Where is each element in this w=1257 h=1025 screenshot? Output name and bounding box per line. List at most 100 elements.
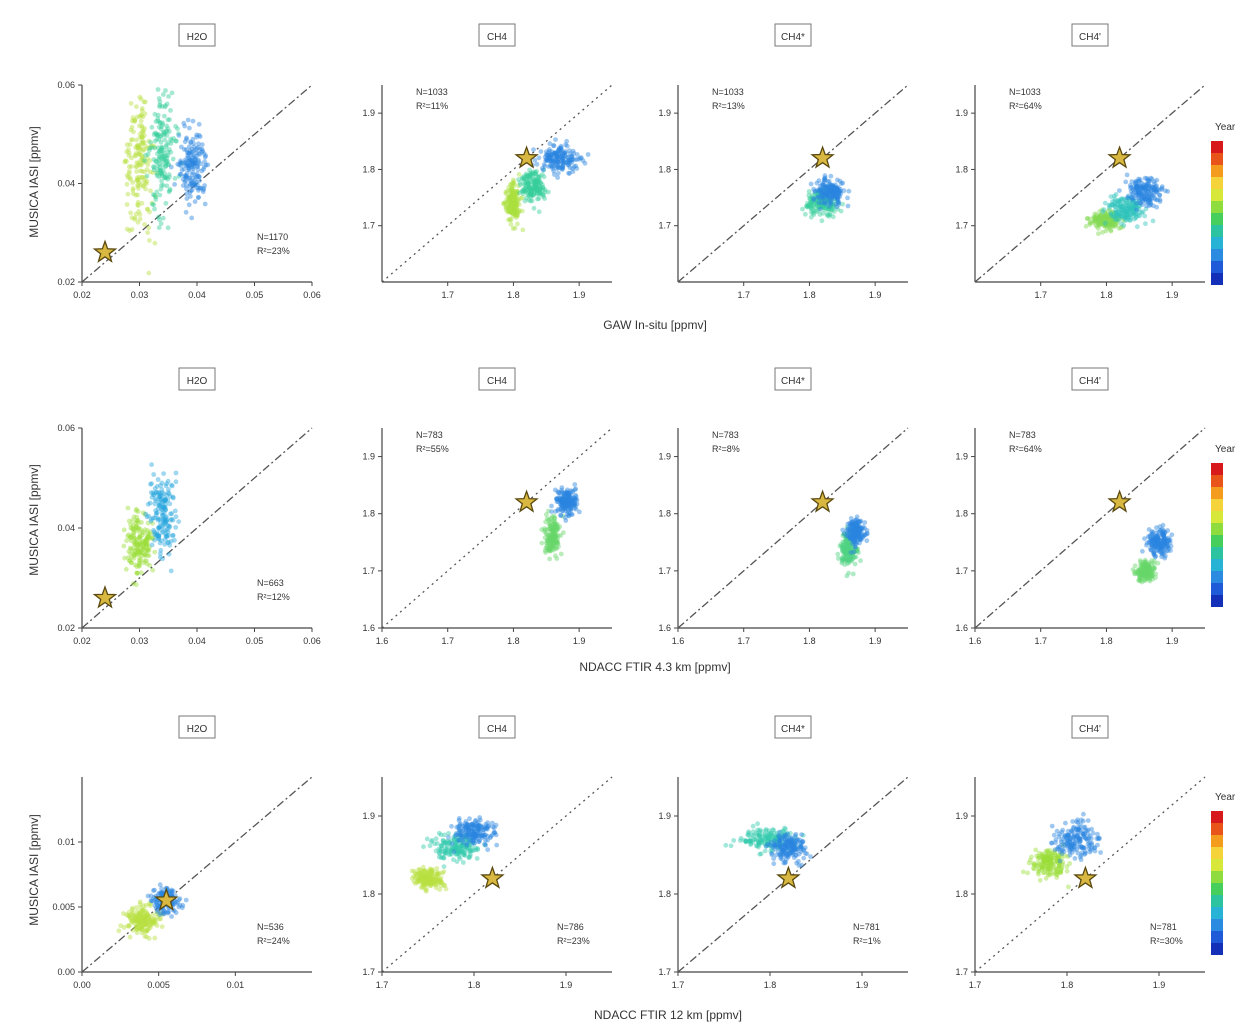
data-point bbox=[142, 174, 148, 180]
data-point bbox=[523, 187, 529, 193]
data-point bbox=[555, 170, 561, 176]
data-point bbox=[567, 148, 572, 154]
data-point bbox=[181, 166, 187, 172]
data-point bbox=[190, 182, 195, 188]
data-point bbox=[514, 189, 520, 194]
data-point bbox=[137, 212, 143, 218]
data-point bbox=[1064, 864, 1070, 869]
data-point bbox=[531, 191, 537, 197]
data-point bbox=[152, 192, 157, 198]
data-point bbox=[554, 154, 560, 160]
data-point bbox=[187, 175, 192, 181]
panel-title: CH4' bbox=[1079, 724, 1101, 735]
data-point bbox=[541, 192, 546, 198]
data-point bbox=[831, 192, 837, 198]
x-tick-label: 1.7 bbox=[441, 290, 454, 300]
data-point bbox=[503, 202, 509, 208]
data-point bbox=[558, 143, 564, 149]
data-point bbox=[155, 477, 161, 482]
data-point bbox=[781, 860, 787, 866]
data-point bbox=[133, 164, 139, 170]
data-point bbox=[534, 188, 540, 193]
data-point bbox=[182, 139, 188, 145]
y-tick-label: 0.04 bbox=[57, 179, 75, 189]
data-point bbox=[159, 124, 164, 130]
data-point bbox=[535, 187, 541, 193]
data-point bbox=[1160, 532, 1165, 537]
data-point bbox=[514, 201, 520, 207]
data-point bbox=[142, 934, 148, 939]
data-point bbox=[138, 96, 144, 102]
data-point bbox=[154, 899, 160, 905]
data-point bbox=[523, 180, 528, 186]
data-point bbox=[196, 159, 202, 165]
data-point bbox=[159, 480, 165, 486]
x-tick-label: 1.9 bbox=[1153, 980, 1166, 990]
data-point bbox=[553, 150, 558, 156]
data-point bbox=[536, 178, 542, 184]
data-point bbox=[155, 87, 161, 92]
data-point bbox=[149, 143, 155, 148]
data-point bbox=[139, 550, 145, 556]
data-point bbox=[514, 196, 520, 202]
data-point bbox=[1128, 195, 1134, 201]
data-point bbox=[166, 533, 172, 538]
data-point bbox=[508, 196, 514, 202]
data-point bbox=[1025, 870, 1030, 876]
data-point bbox=[148, 903, 153, 909]
data-point bbox=[551, 143, 557, 149]
data-point bbox=[507, 194, 512, 200]
data-point bbox=[200, 189, 206, 195]
data-point bbox=[509, 195, 515, 201]
data-point bbox=[129, 560, 135, 565]
data-point bbox=[1157, 193, 1162, 198]
y-tick-label: 0.02 bbox=[57, 277, 75, 287]
x-tick-label: 0.02 bbox=[73, 636, 91, 646]
y-tick-label: 1.7 bbox=[658, 967, 671, 977]
data-point bbox=[512, 195, 518, 200]
data-point bbox=[141, 140, 147, 145]
data-point bbox=[165, 140, 171, 146]
x-tick-label: 1.8 bbox=[468, 980, 481, 990]
data-point bbox=[556, 145, 562, 151]
panel-title: CH4 bbox=[487, 376, 507, 387]
y-tick-label: 1.7 bbox=[362, 566, 375, 576]
data-point bbox=[534, 161, 540, 167]
data-point bbox=[512, 212, 517, 218]
data-point bbox=[509, 201, 515, 207]
data-point bbox=[536, 176, 542, 182]
data-point bbox=[557, 165, 563, 171]
data-point bbox=[461, 826, 466, 832]
data-point bbox=[536, 155, 542, 161]
data-point bbox=[129, 164, 134, 169]
data-point bbox=[514, 190, 520, 196]
data-point bbox=[525, 181, 531, 187]
y-tick-label: 0.04 bbox=[57, 523, 75, 533]
data-point bbox=[511, 200, 517, 206]
data-point bbox=[118, 923, 124, 929]
data-point bbox=[535, 188, 540, 194]
data-point bbox=[523, 177, 529, 183]
data-point bbox=[128, 137, 134, 143]
data-point bbox=[162, 153, 168, 159]
data-point bbox=[1169, 532, 1175, 538]
data-point bbox=[136, 160, 142, 166]
data-point bbox=[512, 205, 518, 211]
data-point bbox=[195, 182, 200, 188]
data-point bbox=[439, 880, 445, 885]
data-point bbox=[519, 195, 525, 200]
data-point bbox=[191, 160, 197, 166]
panel-title: CH4' bbox=[1079, 32, 1101, 43]
data-point bbox=[539, 166, 545, 171]
data-point bbox=[511, 191, 517, 196]
data-point bbox=[1132, 563, 1138, 569]
data-point bbox=[541, 167, 547, 173]
data-point bbox=[155, 112, 161, 118]
data-point bbox=[166, 147, 172, 152]
y-tick-label: 1.9 bbox=[658, 108, 671, 118]
stats-label: R²=23% bbox=[557, 936, 590, 946]
data-point bbox=[1142, 213, 1148, 219]
data-point bbox=[788, 844, 794, 849]
data-point bbox=[505, 194, 511, 199]
data-point bbox=[516, 209, 521, 215]
